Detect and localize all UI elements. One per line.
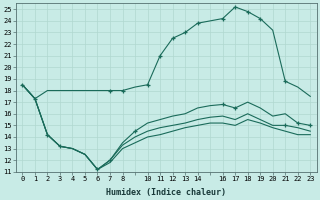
- X-axis label: Humidex (Indice chaleur): Humidex (Indice chaleur): [106, 188, 226, 197]
